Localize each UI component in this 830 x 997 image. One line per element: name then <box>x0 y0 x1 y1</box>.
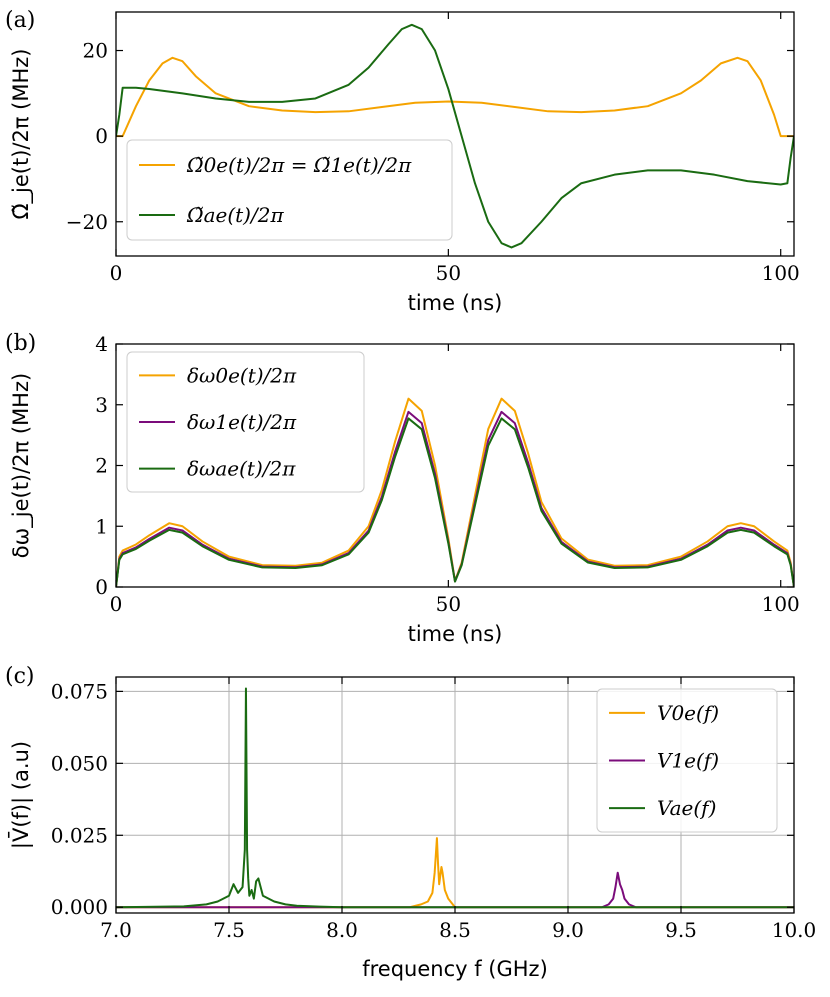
y-tick-label: 0.050 <box>51 751 108 775</box>
legend-label: Vae(f) <box>657 796 716 820</box>
y-axis-label: Ω̃_je(t)/2π (MHz) <box>9 49 34 220</box>
panel-label: (a) <box>5 8 35 33</box>
x-tick-label: 9.0 <box>552 918 584 942</box>
x-axis-label: frequency f (GHz) <box>362 957 548 981</box>
series-line-3 <box>116 687 794 909</box>
x-tick-label: 0 <box>110 592 123 616</box>
x-tick-label: 7.0 <box>100 918 132 942</box>
y-tick-label: −20 <box>66 210 108 234</box>
legend-label: Ω̃ae(t)/2π <box>186 203 284 227</box>
x-tick-label: 50 <box>436 592 461 616</box>
series-line-3 <box>116 417 794 587</box>
y-tick-label: 0.075 <box>51 679 108 703</box>
y-tick-label: 0.025 <box>51 823 108 847</box>
y-tick-label: 1 <box>95 514 108 538</box>
legend-label: Ω̃0e(t)/2π = Ω̃1e(t)/2π <box>186 153 412 177</box>
x-tick-label: 8.0 <box>326 918 358 942</box>
panel-label: (b) <box>5 331 36 356</box>
x-tick-label: 50 <box>436 261 461 285</box>
x-tick-label: 8.5 <box>439 918 471 942</box>
y-tick-label: 20 <box>83 39 108 63</box>
series-line-1 <box>116 837 794 909</box>
x-tick-label: 7.5 <box>213 918 245 942</box>
y-tick-label: 0.000 <box>51 895 108 919</box>
series-line-2 <box>116 871 794 909</box>
panel-b: 0 50 100 0 1 2 3 4 time (ns) δω_je(t)/2π (MHz) (b)… <box>5 331 800 646</box>
legend-label: δω1e(t)/2π <box>187 410 297 434</box>
legend-box <box>596 688 778 833</box>
series-line-2 <box>116 23 794 249</box>
legend: δω0e(t)/2π δω1e(t)/2π δωae(t)/2π <box>126 351 365 493</box>
x-axis-label: time (ns) <box>408 622 503 646</box>
legend-label: V0e(f) <box>657 701 719 725</box>
x-tick-label: 9.5 <box>665 918 697 942</box>
panel-c: 7.0 7.5 8.0 8.5 9.0 9.5 10.0 0.000 0.025 0.050 0.0… <box>5 664 816 981</box>
y-axis-label: |V̄(f)| (a.u) <box>8 741 34 849</box>
y-tick-label: 2 <box>95 454 108 478</box>
x-tick-label: 0 <box>110 261 123 285</box>
legend-label: δω0e(t)/2π <box>187 363 297 387</box>
legend-box <box>126 351 365 493</box>
legend: Ω̃0e(t)/2π = Ω̃1e(t)/2π Ω̃ae(t)/2π <box>126 139 453 241</box>
x-tick-label: 100 <box>762 592 800 616</box>
x-axis-label: time (ns) <box>408 291 503 315</box>
y-tick-label: 0 <box>95 575 108 599</box>
series-line-1 <box>116 56 794 138</box>
panel-a: 0 50 100 −20 0 20 time (ns) Ω̃_je(t)/2π (MHz) (a… <box>5 8 800 315</box>
y-axis-label: δω_je(t)/2π (MHz) <box>9 373 34 558</box>
x-tick-label: 100 <box>762 261 800 285</box>
y-tick-label: 3 <box>95 393 108 417</box>
panel-label: (c) <box>5 664 35 689</box>
y-tick-label: 0 <box>95 124 108 148</box>
legend-label: V1e(f) <box>657 749 719 773</box>
plot-frame <box>115 11 795 257</box>
x-tick-label: 10.0 <box>772 918 817 942</box>
legend-label: δωae(t)/2π <box>187 457 296 481</box>
y-tick-label: 4 <box>95 332 108 356</box>
legend: V0e(f) V1e(f) Vae(f) <box>596 688 778 833</box>
legend-box <box>126 139 453 241</box>
